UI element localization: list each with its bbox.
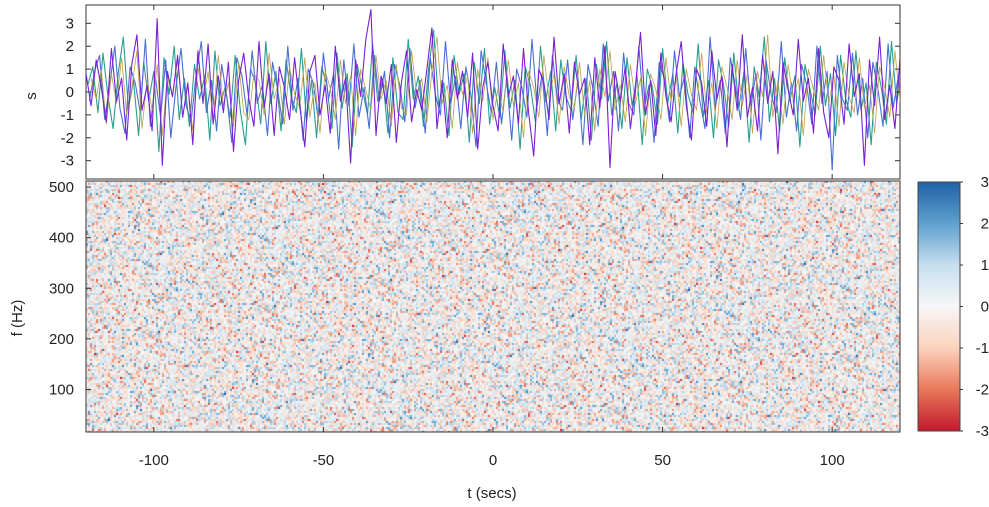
top-y-tick-label: 3 bbox=[66, 15, 74, 32]
top-y-tick-label: 2 bbox=[66, 38, 74, 55]
top-y-tick-label: 0 bbox=[66, 84, 74, 101]
line-series-3 bbox=[88, 36, 900, 171]
top-y-tick-label: 1 bbox=[66, 61, 74, 78]
top-panel: -3 -2 -1 0 1 2 3 s bbox=[23, 4, 901, 180]
bottom-x-tick-label: 0 bbox=[489, 452, 497, 469]
heatmap-canvas bbox=[86, 181, 900, 432]
colorbar-tick-label: 2 bbox=[981, 216, 989, 233]
top-y-tick-label: -2 bbox=[61, 130, 74, 147]
colorbar-tick-label: 3 bbox=[981, 174, 989, 191]
bottom-x-tick-label: -50 bbox=[313, 452, 335, 469]
bottom-panel-x-axis-title: t (secs) bbox=[467, 485, 516, 502]
bottom-y-tick-label: 400 bbox=[49, 230, 74, 247]
bottom-panel-y-axis-title: f (Hz) bbox=[9, 300, 26, 337]
bottom-x-tick-label: -100 bbox=[139, 452, 169, 469]
top-y-tick-label: -1 bbox=[61, 107, 74, 124]
colorbar-tick-label: -2 bbox=[976, 382, 989, 399]
bottom-y-tick-label: 500 bbox=[49, 179, 74, 196]
heatmap-image bbox=[86, 181, 900, 432]
bottom-y-tick-label: 300 bbox=[49, 280, 74, 297]
bottom-y-tick-label: 100 bbox=[49, 381, 74, 398]
bottom-y-tick-label: 200 bbox=[49, 331, 74, 348]
colorbar-tick-label: -3 bbox=[976, 423, 989, 440]
top-panel-series-group bbox=[86, 9, 900, 171]
top-panel-y-axis: -3 -2 -1 0 1 2 3 bbox=[61, 5, 900, 179]
colorbar-gradient bbox=[917, 181, 961, 432]
top-panel-y-axis-title: s bbox=[23, 92, 40, 100]
bottom-panel-x-axis: -100 -50 0 50 100 bbox=[139, 427, 845, 469]
colorbar-tick-label: 1 bbox=[981, 257, 989, 274]
colorbar-tick-label: 0 bbox=[981, 299, 989, 316]
bottom-x-tick-label: 100 bbox=[820, 452, 845, 469]
bottom-panel-y-axis: 100 200 300 400 500 bbox=[49, 179, 91, 398]
bottom-panel: 100 200 300 400 500 -100 -50 0 50 100 f (Hz) t (… bbox=[9, 179, 901, 502]
top-y-tick-label: -3 bbox=[61, 153, 74, 170]
line-series-4 bbox=[90, 34, 900, 139]
line-series-1 bbox=[86, 9, 900, 169]
colorbar-tick-label: -1 bbox=[976, 340, 989, 357]
colorbar: -3 -2 -1 0 1 2 3 bbox=[917, 174, 989, 440]
bottom-x-tick-label: 50 bbox=[654, 452, 671, 469]
colorbar-ticks: -3 -2 -1 0 1 2 3 bbox=[960, 174, 989, 440]
